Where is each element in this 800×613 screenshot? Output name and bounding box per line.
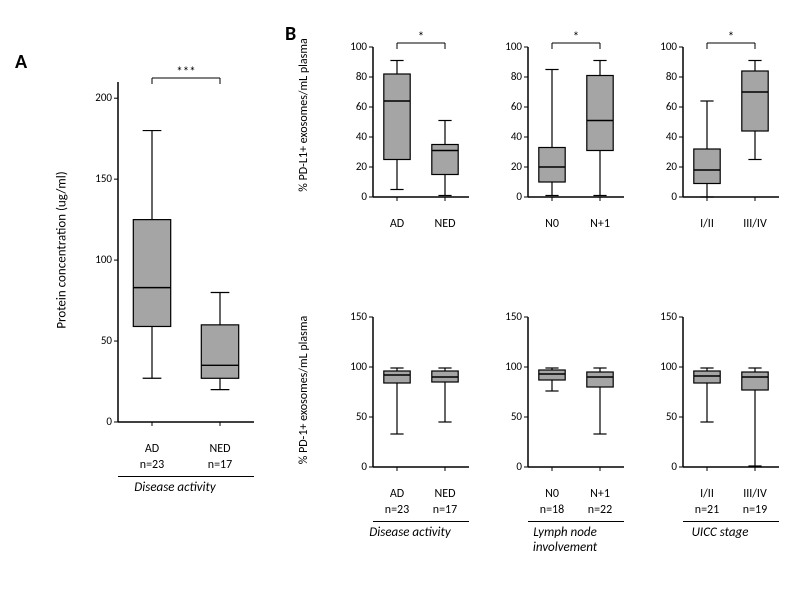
panel-a-chart: Protein concentration (ug/ml) 0501001502… xyxy=(90,60,260,440)
chart-svg: 0 50 100 150 xyxy=(500,295,630,485)
svg-text:150: 150 xyxy=(660,310,677,323)
x-n-label: n=19 xyxy=(730,503,780,517)
panel-a-svg: 0 50 100 150 200 *** xyxy=(90,60,260,440)
panel-b-label: B xyxy=(285,22,296,46)
x-n-label: n=18 xyxy=(527,503,577,517)
svg-text:40: 40 xyxy=(356,130,368,143)
x-n-label: n=23 xyxy=(127,458,177,472)
panel-b-bottom-2: 050100150 N0N+1n=18n=22Lymph node involv… xyxy=(500,295,630,485)
panel-b-bottom-1: 050100150 ADNEDn=23n=17Disease activity xyxy=(345,295,475,485)
x-category-label: NED xyxy=(420,487,470,501)
svg-text:*: * xyxy=(573,30,579,45)
svg-text:0: 0 xyxy=(516,190,522,203)
svg-text:80: 80 xyxy=(511,70,523,83)
section-separator xyxy=(373,521,469,522)
svg-text:0: 0 xyxy=(516,460,522,473)
svg-text:150: 150 xyxy=(95,172,112,185)
panel-b-bottom-3: 050100150 I/IIIII/IVn=21n=19UICC stage xyxy=(655,295,785,485)
x-n-label: n=23 xyxy=(372,503,422,517)
svg-text:60: 60 xyxy=(511,100,523,113)
svg-text:100: 100 xyxy=(660,40,677,53)
svg-text:0: 0 xyxy=(671,190,677,203)
x-category-label: AD xyxy=(372,217,422,231)
panel-b-top-1: 020406080100* ADNED xyxy=(345,25,475,215)
panel-b-top-2: 020406080100* N0N+1 xyxy=(500,25,630,215)
section-label: Disease activity xyxy=(90,480,260,495)
svg-text:0: 0 xyxy=(671,460,677,473)
svg-text:100: 100 xyxy=(350,40,367,53)
x-category-label: AD xyxy=(127,442,177,456)
svg-text:50: 50 xyxy=(356,410,368,423)
x-category-label: I/II xyxy=(682,487,732,501)
panel-a-label: A xyxy=(15,50,27,74)
figure: A Protein concentration (ug/ml) 0 50 100 15… xyxy=(0,0,800,613)
x-n-label: n=17 xyxy=(420,503,470,517)
svg-text:100: 100 xyxy=(505,360,522,373)
svg-text:***: *** xyxy=(176,65,195,80)
svg-text:0: 0 xyxy=(361,460,367,473)
svg-text:60: 60 xyxy=(666,100,678,113)
x-n-label: n=17 xyxy=(195,458,245,472)
section-separator xyxy=(528,521,624,522)
chart-svg: 0 20 40 60 80 100 * xyxy=(500,25,630,215)
svg-text:50: 50 xyxy=(101,334,113,347)
x-category-label: NED xyxy=(420,217,470,231)
svg-text:100: 100 xyxy=(95,253,112,266)
section-separator xyxy=(118,476,254,477)
chart-svg: 0 50 100 150 xyxy=(345,295,475,485)
chart-svg: 0 20 40 60 80 100 * xyxy=(655,25,785,215)
svg-text:100: 100 xyxy=(505,40,522,53)
svg-text:50: 50 xyxy=(666,410,678,423)
svg-text:0: 0 xyxy=(106,415,112,428)
x-category-label: N0 xyxy=(527,487,577,501)
x-category-label: III/IV xyxy=(730,487,780,501)
svg-text:80: 80 xyxy=(666,70,678,83)
x-category-label: I/II xyxy=(682,217,732,231)
chart-svg: 0 20 40 60 80 100 * xyxy=(345,25,475,215)
svg-text:80: 80 xyxy=(356,70,368,83)
svg-text:200: 200 xyxy=(95,91,112,104)
x-category-label: III/IV xyxy=(730,217,780,231)
x-n-label: n=21 xyxy=(682,503,732,517)
section-label: Disease activity xyxy=(345,525,475,540)
svg-text:150: 150 xyxy=(350,310,367,323)
x-category-label: N+1 xyxy=(575,217,625,231)
svg-text:60: 60 xyxy=(356,100,368,113)
svg-text:0: 0 xyxy=(361,190,367,203)
svg-text:50: 50 xyxy=(511,410,523,423)
svg-text:*: * xyxy=(418,30,424,45)
svg-text:100: 100 xyxy=(350,360,367,373)
x-category-label: N+1 xyxy=(575,487,625,501)
x-category-label: NED xyxy=(195,442,245,456)
x-category-label: AD xyxy=(372,487,422,501)
panel-a-ylabel: Protein concentration (ug/ml) xyxy=(55,171,70,328)
x-n-label: n=22 xyxy=(575,503,625,517)
x-category-label: N0 xyxy=(527,217,577,231)
svg-text:*: * xyxy=(728,30,734,45)
svg-text:20: 20 xyxy=(666,160,678,173)
svg-text:40: 40 xyxy=(511,130,523,143)
panel-b-top-3: 020406080100* I/IIIII/IV xyxy=(655,25,785,215)
panel-b-top-ylabel: % PD-L1+ exosomes/mL plasma xyxy=(297,38,311,191)
section-separator xyxy=(683,521,779,522)
svg-text:20: 20 xyxy=(356,160,368,173)
chart-svg: 0 50 100 150 xyxy=(655,295,785,485)
svg-text:150: 150 xyxy=(505,310,522,323)
section-label: Lymph node involvement xyxy=(500,525,630,555)
section-label: UICC stage xyxy=(655,525,785,540)
svg-text:100: 100 xyxy=(660,360,677,373)
svg-text:20: 20 xyxy=(511,160,523,173)
svg-text:40: 40 xyxy=(666,130,678,143)
panel-b-bottom-ylabel: % PD-1+ exosomes/mL plasma xyxy=(297,316,311,464)
